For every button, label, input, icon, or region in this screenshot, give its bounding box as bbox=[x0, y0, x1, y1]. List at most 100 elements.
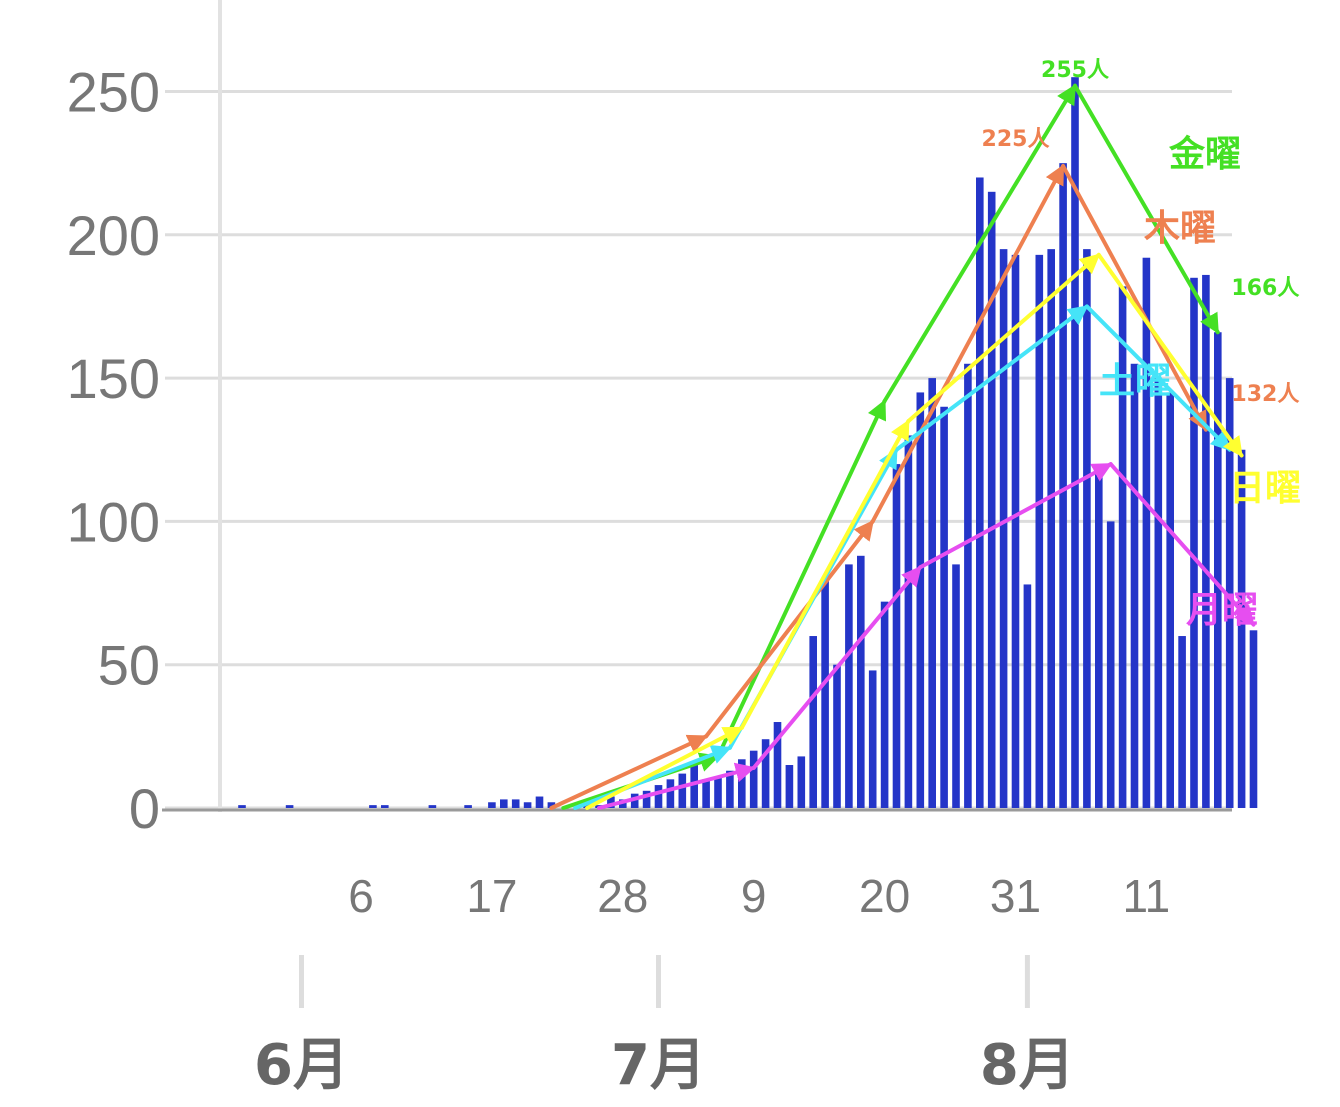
month-label: 8月 bbox=[980, 1033, 1075, 1098]
x-tick-label: 31 bbox=[990, 870, 1041, 922]
x-tick-label: 9 bbox=[741, 870, 767, 922]
trend-line-segment bbox=[704, 519, 875, 739]
trend-line-segment bbox=[573, 745, 732, 810]
x-tick-label: 17 bbox=[466, 870, 517, 922]
trend-line-segment bbox=[549, 734, 709, 810]
bar bbox=[464, 805, 472, 808]
bar bbox=[1225, 378, 1234, 808]
bar bbox=[285, 805, 294, 808]
bar bbox=[940, 406, 948, 808]
bar bbox=[678, 773, 687, 808]
bar bbox=[535, 796, 544, 808]
y-tick-label: 0 bbox=[129, 777, 160, 840]
bar bbox=[1106, 521, 1115, 808]
bar bbox=[1011, 254, 1020, 808]
bar bbox=[845, 564, 853, 808]
bar bbox=[821, 578, 829, 808]
bar bbox=[238, 805, 246, 808]
weekday-label: 月曜 bbox=[1186, 590, 1258, 631]
weekday-label: 土曜 bbox=[1099, 361, 1171, 402]
trend-lines bbox=[549, 83, 1256, 810]
trend-line-segment bbox=[1108, 462, 1256, 627]
value-annotation: 225人 bbox=[982, 127, 1050, 152]
bars bbox=[238, 77, 1258, 809]
bar bbox=[1214, 332, 1222, 808]
y-tick-label: 50 bbox=[98, 634, 160, 697]
bar bbox=[607, 796, 615, 808]
bar bbox=[999, 249, 1008, 808]
trend-line-segment bbox=[918, 462, 1113, 570]
bar bbox=[690, 765, 698, 808]
bar bbox=[1154, 378, 1163, 808]
bar bbox=[547, 802, 556, 808]
bar bbox=[785, 765, 794, 808]
month-labels: 6月 7月 8月 bbox=[254, 955, 1075, 1098]
bar bbox=[904, 435, 913, 808]
bar bbox=[511, 799, 520, 808]
bar bbox=[1023, 584, 1032, 808]
bar bbox=[1118, 286, 1127, 808]
bar bbox=[1202, 274, 1210, 808]
bar bbox=[1035, 254, 1044, 808]
bar bbox=[1071, 77, 1079, 809]
y-axis-tick-labels: 0 50 100 150 200 250 bbox=[67, 61, 160, 841]
y-tick-label: 100 bbox=[67, 490, 160, 553]
trend-line-segment bbox=[894, 304, 1089, 452]
bar bbox=[749, 750, 758, 808]
bar bbox=[868, 670, 877, 808]
x-tick-label: 11 bbox=[1123, 870, 1171, 922]
trend-line-segment bbox=[716, 399, 887, 759]
trend-line-segment bbox=[585, 725, 744, 810]
trend-line-segment bbox=[1084, 304, 1232, 452]
bar bbox=[976, 177, 984, 809]
bar bbox=[1249, 630, 1258, 808]
bar bbox=[1047, 249, 1055, 808]
trend-line-segment bbox=[739, 419, 911, 730]
value-annotation: 132人 bbox=[1231, 382, 1299, 407]
trend-line-segment bbox=[870, 164, 1066, 524]
bar bbox=[880, 601, 889, 808]
bar bbox=[369, 805, 377, 808]
bar bbox=[773, 722, 782, 808]
bar bbox=[666, 779, 675, 808]
bar bbox=[523, 802, 532, 808]
x-tick-label: 28 bbox=[597, 870, 648, 922]
value-annotation: 166人 bbox=[1231, 276, 1299, 301]
y-tick-label: 200 bbox=[67, 204, 160, 267]
x-axis-tick-labels: 6 17 28 9 20 31 11 bbox=[348, 870, 1170, 922]
trend-line-segment bbox=[882, 83, 1077, 404]
month-label: 7月 bbox=[611, 1033, 706, 1098]
trend-line-segment bbox=[597, 762, 756, 810]
bar bbox=[797, 756, 806, 808]
bar bbox=[809, 636, 817, 808]
bar bbox=[428, 805, 437, 808]
bar bbox=[916, 392, 925, 808]
bar bbox=[857, 555, 865, 808]
annotations: 255人 225人 166人 132人 bbox=[982, 58, 1300, 407]
y-tick-label: 250 bbox=[67, 61, 160, 124]
bar bbox=[952, 564, 960, 808]
weekday-label: 金曜 bbox=[1168, 133, 1241, 175]
bar bbox=[928, 378, 936, 808]
bar bbox=[726, 770, 734, 808]
bar bbox=[1237, 449, 1246, 808]
bar bbox=[642, 790, 651, 808]
month-label: 6月 bbox=[254, 1033, 349, 1098]
bar bbox=[714, 776, 722, 808]
bar bbox=[500, 799, 508, 808]
bar bbox=[1166, 392, 1174, 808]
trend-line-segment bbox=[906, 252, 1101, 424]
bar bbox=[1095, 464, 1103, 808]
trend-line-segment bbox=[1061, 164, 1208, 432]
bar bbox=[1178, 636, 1186, 808]
weekday-label: 日曜 bbox=[1229, 468, 1301, 509]
bar bbox=[761, 739, 770, 808]
bar bbox=[654, 785, 663, 808]
axes bbox=[162, 0, 1232, 812]
bar bbox=[1190, 277, 1198, 808]
bar bbox=[964, 363, 972, 808]
x-tick-label: 20 bbox=[859, 870, 910, 922]
bar bbox=[833, 664, 841, 808]
